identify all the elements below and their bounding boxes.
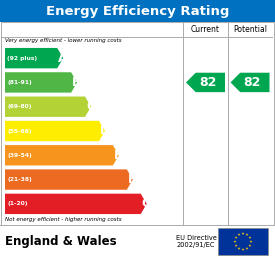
Text: Not energy efficient - higher running costs: Not energy efficient - higher running co…: [5, 217, 122, 222]
Polygon shape: [250, 240, 252, 243]
Polygon shape: [186, 73, 225, 92]
Text: (21-38): (21-38): [7, 177, 32, 182]
Text: Potential: Potential: [233, 25, 267, 34]
Text: B: B: [72, 76, 81, 89]
Polygon shape: [241, 232, 244, 235]
Bar: [218, 228, 268, 255]
Polygon shape: [238, 233, 240, 236]
Text: F: F: [128, 173, 136, 186]
Bar: [0, 225, 275, 258]
Text: (69-80): (69-80): [7, 104, 32, 109]
Text: (92 plus): (92 plus): [7, 56, 37, 61]
Text: Energy Efficiency Rating: Energy Efficiency Rating: [46, 4, 229, 18]
Text: 82: 82: [199, 76, 216, 89]
Polygon shape: [246, 233, 248, 236]
Polygon shape: [235, 236, 238, 239]
Text: (81-91): (81-91): [7, 80, 32, 85]
Text: Very energy efficient - lower running costs: Very energy efficient - lower running co…: [5, 38, 122, 43]
Text: England & Wales: England & Wales: [5, 235, 117, 248]
Polygon shape: [233, 240, 236, 243]
Bar: [0, 0, 275, 22]
Bar: [1, 22, 274, 225]
Text: Current: Current: [191, 25, 220, 34]
Polygon shape: [249, 244, 251, 247]
Polygon shape: [5, 72, 77, 93]
Polygon shape: [241, 248, 244, 251]
Text: 82: 82: [243, 76, 261, 89]
Polygon shape: [238, 247, 240, 250]
Polygon shape: [5, 194, 147, 214]
Text: EU Directive
2002/91/EC: EU Directive 2002/91/EC: [175, 235, 216, 248]
Text: (1-20): (1-20): [7, 201, 28, 206]
Polygon shape: [5, 121, 105, 141]
Polygon shape: [5, 48, 63, 68]
Polygon shape: [5, 96, 91, 117]
Polygon shape: [249, 236, 251, 239]
Polygon shape: [5, 145, 119, 165]
Polygon shape: [235, 244, 238, 247]
Polygon shape: [5, 169, 133, 190]
Text: G: G: [142, 197, 152, 210]
Text: E: E: [114, 149, 122, 162]
Text: C: C: [86, 100, 95, 113]
Text: (55-68): (55-68): [7, 128, 32, 133]
Polygon shape: [230, 73, 270, 92]
Text: A: A: [58, 52, 67, 65]
Polygon shape: [246, 247, 248, 250]
Text: (39-54): (39-54): [7, 153, 32, 158]
Text: D: D: [100, 125, 110, 138]
